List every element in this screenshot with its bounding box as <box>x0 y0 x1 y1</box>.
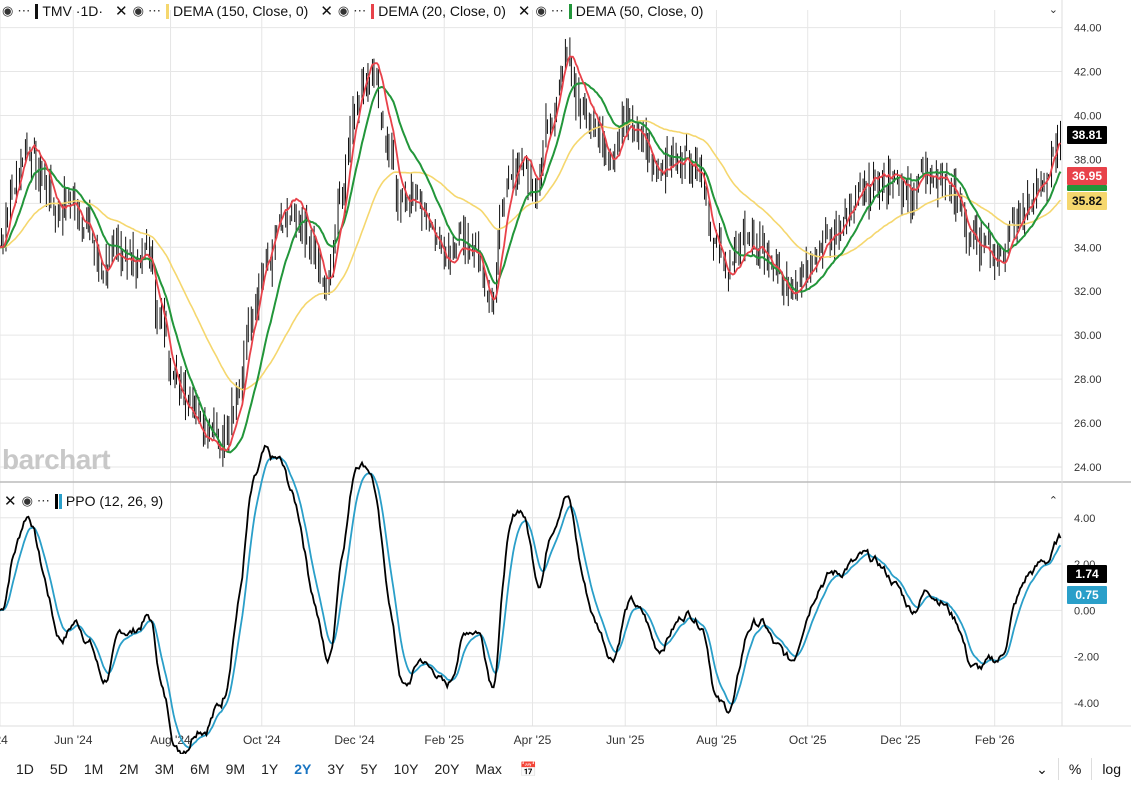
interval-label: ·1D· <box>75 3 104 19</box>
more-icon[interactable]: ⋯ <box>17 3 31 18</box>
eye-icon[interactable]: ◉ <box>337 3 350 18</box>
period-max[interactable]: Max <box>475 761 502 777</box>
y-tick-label: 30.00 <box>1074 330 1102 342</box>
collapse-legend-icon[interactable]: ⌄ <box>1048 4 1058 16</box>
more-icon[interactable]: ⋯ <box>353 3 367 18</box>
signal-last-tag: 0.75 <box>1067 586 1107 604</box>
x-tick-label: Apr '25 <box>514 733 552 747</box>
ppo-swatch <box>54 493 58 509</box>
ppo-tick-label: -2.00 <box>1074 652 1099 664</box>
close-icon[interactable]: ✕ <box>115 3 128 20</box>
y-tick-label: 28.00 <box>1074 374 1102 386</box>
y-tick-label: 34.00 <box>1074 242 1102 254</box>
symbol-color-swatch <box>35 3 39 19</box>
y-tick-label: 42.00 <box>1074 67 1102 79</box>
x-tick-label: Oct '25 <box>789 733 827 747</box>
dema150-label: DEMA (150, Close, 0) <box>172 3 309 19</box>
period-2m[interactable]: 2M <box>119 761 139 777</box>
price-last-tag: 38.81 <box>1067 126 1107 144</box>
dema20-last-tag: 36.95 <box>1067 167 1107 185</box>
x-tick-label: Jun '25 <box>606 733 645 747</box>
period-5y[interactable]: 5Y <box>360 761 378 777</box>
symbol-ticker: TMV <box>42 3 72 19</box>
period-2y[interactable]: 2Y <box>294 761 312 777</box>
x-tick-label: Dec '25 <box>880 733 921 747</box>
period-list: 1D 5D 1M 2M 3M 6M 9M 1Y 2Y 3Y 5Y 10Y 20Y Max <box>0 761 502 777</box>
ppo-signal-line <box>0 456 1062 749</box>
ppo-tick-label: 4.00 <box>1074 513 1095 525</box>
close-icon[interactable]: ✕ <box>320 3 333 20</box>
x-tick-label: Dec '24 <box>334 733 375 747</box>
period-20y[interactable]: 20Y <box>434 761 460 777</box>
barchart-watermark: barchart <box>2 444 111 475</box>
symbol-label: TMV ·1D· <box>42 3 103 19</box>
period-1d[interactable]: 1D <box>16 761 34 777</box>
x-tick-label: Aug '25 <box>696 733 737 747</box>
dema150-line <box>0 119 1062 391</box>
ppo-tick-label: 0.00 <box>1074 605 1095 617</box>
chart-canvas[interactable]: 44.0042.0040.0038.0036.0034.0032.0030.00… <box>0 0 1131 754</box>
y-tick-label: 24.00 <box>1074 462 1102 474</box>
dema50-line <box>0 81 1062 454</box>
dema20-swatch <box>371 3 375 19</box>
y-tick-label: 26.00 <box>1074 418 1102 430</box>
ppo-tick-label: -4.00 <box>1074 698 1099 710</box>
dema20-label: DEMA (20, Close, 0) <box>378 3 506 19</box>
divider <box>1057 758 1059 780</box>
period-9m[interactable]: 9M <box>225 761 246 777</box>
period-10y[interactable]: 10Y <box>393 761 419 777</box>
x-tick-label: '24 <box>0 733 8 747</box>
y-tick-label: 44.00 <box>1074 23 1102 35</box>
x-tick-label: Jun '24 <box>54 733 93 747</box>
more-icon[interactable]: ⋯ <box>147 3 161 18</box>
eye-icon[interactable]: ◉ <box>21 493 33 508</box>
dema50-last-tag <box>1067 185 1107 191</box>
x-tick-label: Feb '26 <box>975 733 1015 747</box>
log-toggle[interactable]: log <box>1102 761 1121 777</box>
dema20-line <box>0 55 1062 452</box>
y-tick-label: 40.00 <box>1074 110 1102 122</box>
period-toolbar: 1D 5D 1M 2M 3M 6M 9M 1Y 2Y 3Y 5Y 10Y 20Y Max 📅 ⌄ % lo… <box>0 754 1131 784</box>
toolbar-right: ⌄ % log <box>1026 754 1131 784</box>
more-icon[interactable]: ⋯ <box>550 3 564 18</box>
eye-icon[interactable]: ◉ <box>2 3 14 18</box>
close-icon[interactable]: ✕ <box>517 3 531 20</box>
period-3m[interactable]: 3M <box>154 761 175 777</box>
x-tick-label: Oct '24 <box>243 733 281 747</box>
ppo-label: PPO (12, 26, 9) <box>65 493 164 509</box>
more-icon[interactable]: ⋯ <box>36 493 50 508</box>
ppo-legend: ✕ ◉ ⋯ PPO (12, 26, 9) <box>0 491 171 511</box>
collapse-ppo-icon[interactable]: ⌃ <box>1048 495 1058 507</box>
dema150-last-tag: 35.82 <box>1067 192 1107 210</box>
eye-icon[interactable]: ◉ <box>132 3 144 18</box>
period-1y[interactable]: 1Y <box>261 761 279 777</box>
dema50-label: DEMA (50, Close, 0) <box>575 3 704 19</box>
y-tick-label: 38.00 <box>1074 154 1102 166</box>
close-icon[interactable]: ✕ <box>4 493 17 510</box>
divider <box>1091 758 1093 780</box>
chevron-down-icon[interactable]: ⌄ <box>1036 760 1048 777</box>
main-legend: ◉ ⋯ TMV ·1D· ✕ ◉ ⋯ DEMA (150, Close, 0) … <box>0 1 711 21</box>
ppo-last-tag: 1.74 <box>1067 565 1107 583</box>
period-1m[interactable]: 1M <box>83 761 104 777</box>
period-5d[interactable]: 5D <box>49 761 68 777</box>
dema50-swatch <box>568 3 572 19</box>
ppo-line <box>0 444 1062 754</box>
signal-swatch <box>58 493 62 509</box>
calendar-icon[interactable]: 📅 <box>519 760 538 777</box>
percent-toggle[interactable]: % <box>1068 761 1082 777</box>
period-3y[interactable]: 3Y <box>327 761 345 777</box>
x-tick-label: Feb '25 <box>424 733 464 747</box>
period-6m[interactable]: 6M <box>190 761 210 777</box>
dema150-swatch <box>165 3 169 19</box>
y-tick-label: 32.00 <box>1074 286 1102 298</box>
eye-icon[interactable]: ◉ <box>535 3 547 18</box>
